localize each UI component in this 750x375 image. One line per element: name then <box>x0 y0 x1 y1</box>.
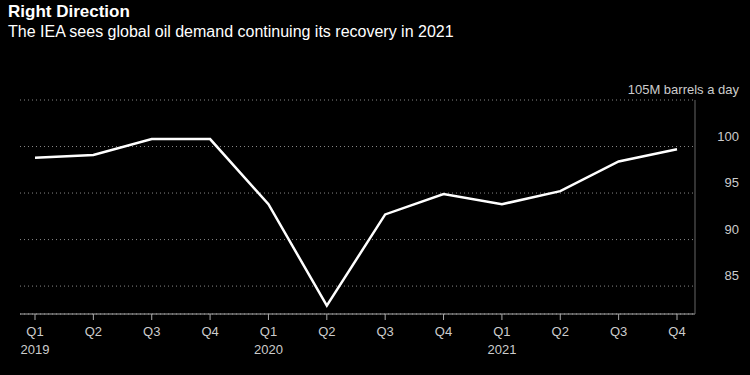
svg-text:Q3: Q3 <box>377 324 394 339</box>
svg-text:2019: 2019 <box>21 342 50 357</box>
svg-text:Q4: Q4 <box>201 324 218 339</box>
svg-text:Q2: Q2 <box>552 324 569 339</box>
svg-text:Q1: Q1 <box>493 324 510 339</box>
svg-text:105M barrels a day: 105M barrels a day <box>628 82 740 97</box>
svg-text:Q4: Q4 <box>668 324 685 339</box>
svg-text:Q1: Q1 <box>260 324 277 339</box>
svg-text:Q2: Q2 <box>318 324 335 339</box>
html-text:The IEA sees global oil demand: The IEA sees global oil demand continuin… <box>8 23 454 40</box>
svg-text:Q4: Q4 <box>435 324 452 339</box>
svg-text:Q2: Q2 <box>85 324 102 339</box>
svg-text:Q1: Q1 <box>26 324 43 339</box>
svg-text:85: 85 <box>725 268 739 283</box>
svg-text:Q3: Q3 <box>143 324 160 339</box>
svg-text:90: 90 <box>725 222 739 237</box>
svg-text:100: 100 <box>717 129 739 144</box>
svg-text:Q3: Q3 <box>610 324 627 339</box>
svg-text:2020: 2020 <box>254 342 283 357</box>
html-text:Right Direction: Right Direction <box>8 2 130 21</box>
svg-text:95: 95 <box>725 175 739 190</box>
svg-text:2021: 2021 <box>487 342 516 357</box>
